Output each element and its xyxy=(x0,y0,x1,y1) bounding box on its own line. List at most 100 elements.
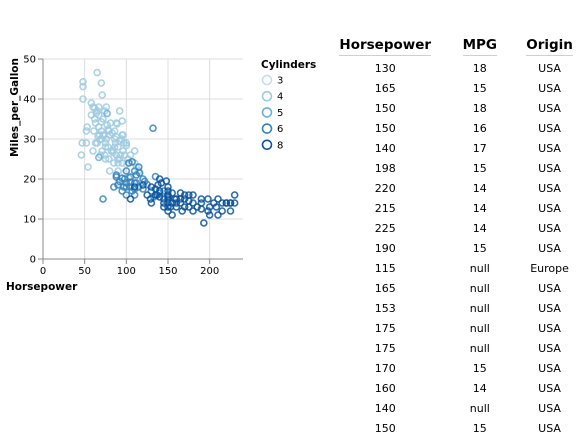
data-point-cyl-8[interactable] xyxy=(189,191,197,199)
data-point-cyl-8[interactable] xyxy=(226,199,235,207)
data-point-cyl-8[interactable] xyxy=(160,199,168,207)
point-layer[interactable] xyxy=(77,68,239,227)
data-point-cyl-4[interactable] xyxy=(113,120,121,128)
data-point-cyl-4[interactable] xyxy=(110,159,118,167)
data-point-cyl-4[interactable] xyxy=(77,151,86,159)
header-mpg[interactable]: MPG xyxy=(439,34,520,58)
data-point-cyl-8[interactable] xyxy=(214,195,222,203)
data-point-cyl-8[interactable] xyxy=(176,199,185,207)
data-point-cyl-6[interactable] xyxy=(139,185,147,193)
cell-mpg: 14 xyxy=(472,201,487,215)
data-point-cyl-8[interactable] xyxy=(200,219,208,227)
data-point-cyl-4[interactable] xyxy=(132,163,141,171)
data-point-cyl-4[interactable] xyxy=(130,147,139,155)
data-point-cyl-8[interactable] xyxy=(160,203,168,211)
data-point-cyl-4[interactable] xyxy=(105,167,114,175)
data-point-cyl-8[interactable] xyxy=(230,199,239,207)
data-point-cyl-6[interactable] xyxy=(149,124,157,132)
data-point-cyl-5[interactable] xyxy=(95,153,103,162)
data-point-cyl-6[interactable] xyxy=(122,179,131,187)
data-point-cyl-4[interactable] xyxy=(105,155,113,163)
data-point-cyl-8[interactable] xyxy=(130,183,139,191)
data-point-cyl-8[interactable] xyxy=(162,177,171,185)
data-point-cyl-4[interactable] xyxy=(117,135,126,143)
table-row: 175 null USA xyxy=(331,338,579,358)
data-point-cyl-8[interactable] xyxy=(197,205,206,213)
data-point-cyl-8[interactable] xyxy=(168,189,176,197)
data-point-cyl-8[interactable] xyxy=(164,207,172,215)
data-point-cyl-6[interactable] xyxy=(122,191,131,199)
data-point-cyl-4[interactable] xyxy=(122,141,131,150)
data-point-cyl-4[interactable] xyxy=(126,151,135,159)
data-point-cyl-4[interactable] xyxy=(82,127,91,135)
data-point-cyl-8[interactable] xyxy=(180,203,189,211)
data-point-cyl-4[interactable] xyxy=(98,91,106,99)
data-point-cyl-4[interactable] xyxy=(100,131,108,140)
data-point-cyl-8[interactable] xyxy=(139,181,147,189)
data-point-cyl-8[interactable] xyxy=(180,191,189,199)
data-point-cyl-6[interactable] xyxy=(118,187,126,195)
data-point-cyl-8[interactable] xyxy=(222,199,231,207)
data-point-cyl-4[interactable] xyxy=(119,147,127,155)
data-point-cyl-8[interactable] xyxy=(189,207,197,215)
data-point-cyl-6[interactable] xyxy=(135,169,144,177)
data-point-cyl-8[interactable] xyxy=(210,199,218,207)
data-point-cyl-6[interactable] xyxy=(99,195,107,203)
data-point-cyl-4[interactable] xyxy=(122,139,131,147)
data-point-cyl-8[interactable] xyxy=(151,191,160,199)
data-point-cyl-4[interactable] xyxy=(89,147,97,155)
data-point-cyl-8[interactable] xyxy=(218,207,226,215)
data-point-cyl-4[interactable] xyxy=(90,127,98,135)
data-point-cyl-8[interactable] xyxy=(214,211,222,219)
data-point-cyl-4[interactable] xyxy=(87,99,96,107)
header-origin[interactable]: Origin xyxy=(520,34,579,58)
data-point-cyl-8[interactable] xyxy=(147,199,156,207)
data-point-cyl-8[interactable] xyxy=(172,203,181,211)
data-point-cyl-8[interactable] xyxy=(168,211,176,219)
data-point-cyl-5[interactable] xyxy=(103,109,111,118)
data-point-cyl-4[interactable] xyxy=(83,123,91,131)
data-point-cyl-8[interactable] xyxy=(226,207,235,215)
data-point-cyl-8[interactable] xyxy=(155,175,164,183)
data-point-cyl-4[interactable] xyxy=(101,155,110,163)
data-point-cyl-4[interactable] xyxy=(93,68,101,77)
data-point-cyl-8[interactable] xyxy=(160,195,168,203)
data-point-cyl-6[interactable] xyxy=(122,167,131,175)
cell-mpg: null xyxy=(469,301,490,315)
data-point-cyl-6[interactable] xyxy=(160,187,168,195)
data-point-cyl-4[interactable] xyxy=(110,127,119,135)
data-point-cyl-8[interactable] xyxy=(189,199,197,207)
data-point-cyl-8[interactable] xyxy=(230,191,239,199)
data-point-cyl-4[interactable] xyxy=(84,163,92,171)
cell-origin: USA xyxy=(538,181,561,195)
data-point-cyl-8[interactable] xyxy=(164,203,172,211)
data-point-cyl-6[interactable] xyxy=(128,158,136,166)
data-point-cyl-4[interactable] xyxy=(78,139,86,147)
data-point-cyl-4[interactable] xyxy=(101,143,110,151)
data-point-cyl-8[interactable] xyxy=(205,211,214,219)
data-point-cyl-4[interactable] xyxy=(109,148,117,157)
data-point-cyl-4[interactable] xyxy=(91,139,100,147)
data-point-cyl-6[interactable] xyxy=(126,178,135,186)
header-horsepower[interactable]: Horsepower xyxy=(331,34,439,58)
data-point-cyl-8[interactable] xyxy=(170,195,179,203)
data-point-cyl-8[interactable] xyxy=(143,191,151,199)
data-point-cyl-8[interactable] xyxy=(197,195,206,203)
data-point-cyl-6[interactable] xyxy=(122,183,131,191)
data-point-cyl-4[interactable] xyxy=(114,159,122,167)
data-point-cyl-8[interactable] xyxy=(126,195,135,203)
data-point-cyl-4[interactable] xyxy=(99,115,107,123)
data-point-cyl-4[interactable] xyxy=(119,131,127,139)
data-point-cyl-6[interactable] xyxy=(112,173,121,181)
data-point-cyl-8[interactable] xyxy=(205,203,214,211)
data-point-cyl-4[interactable] xyxy=(97,79,106,87)
data-point-cyl-4[interactable] xyxy=(92,109,101,118)
data-point-cyl-8[interactable] xyxy=(204,207,212,215)
data-point-cyl-8[interactable] xyxy=(172,199,181,207)
data-point-cyl-8[interactable] xyxy=(218,199,226,207)
data-point-cyl-4[interactable] xyxy=(115,107,124,115)
data-point-cyl-4[interactable] xyxy=(82,139,91,147)
data-point-cyl-4[interactable] xyxy=(79,78,87,86)
data-point-cyl-4[interactable] xyxy=(79,95,87,103)
data-point-cyl-4[interactable] xyxy=(79,82,87,91)
